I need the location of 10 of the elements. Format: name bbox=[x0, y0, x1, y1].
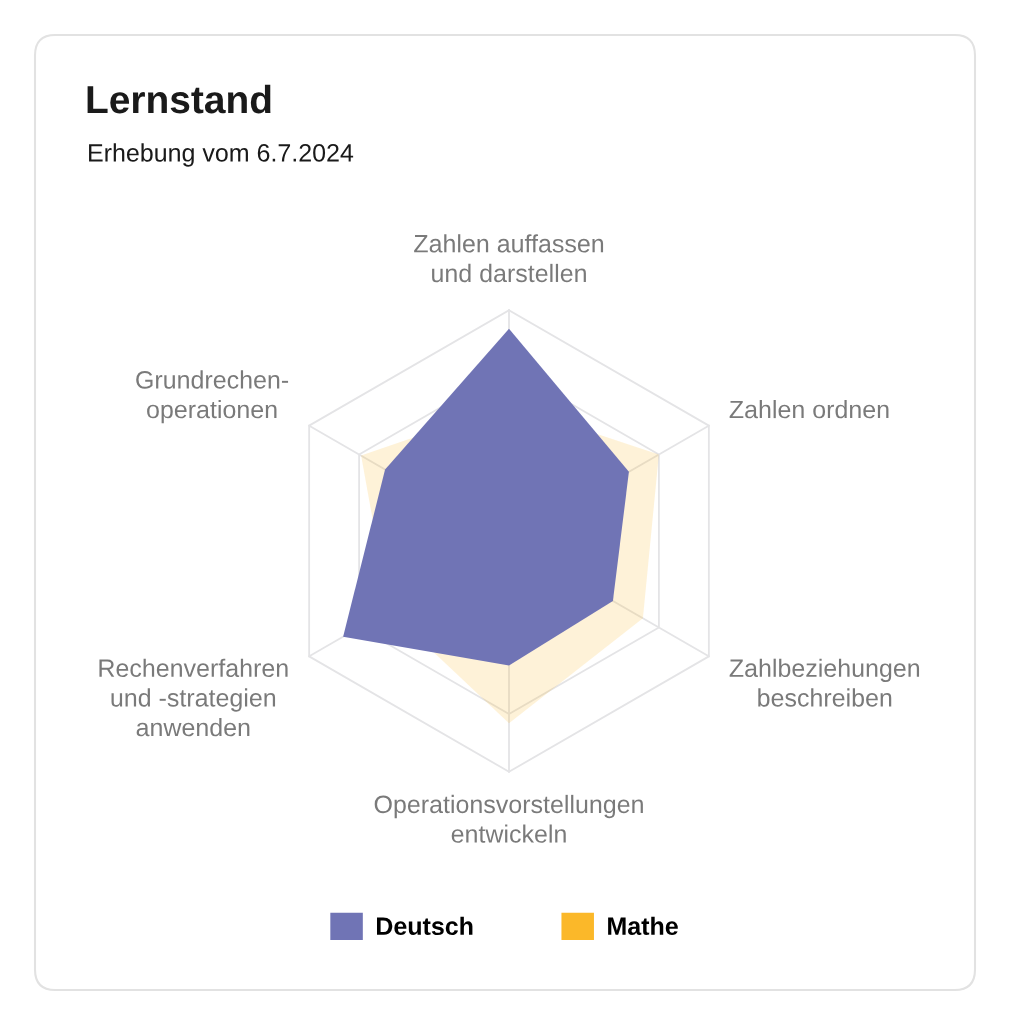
spoke-label: Zahlen auffassen und darstellen bbox=[414, 234, 604, 283]
legend-label: Mathe bbox=[608, 916, 678, 936]
legend-label: Deutsch bbox=[377, 916, 473, 936]
spoke-label: Grundrechen- operationen bbox=[136, 370, 289, 424]
spoke-label: Zahlbeziehungen beschreiben bbox=[729, 658, 920, 707]
spoke-label: Operationsvorstellungen entwickeln bbox=[374, 794, 643, 843]
spoke-label: Rechenverfahren und -strategien anwenden bbox=[99, 658, 288, 737]
spoke-label: Zahlen ordnen bbox=[729, 400, 889, 419]
chart-title: Lernstand bbox=[87, 84, 271, 114]
chart-subtitle: Erhebung vom 6.7.2024 bbox=[89, 143, 354, 167]
